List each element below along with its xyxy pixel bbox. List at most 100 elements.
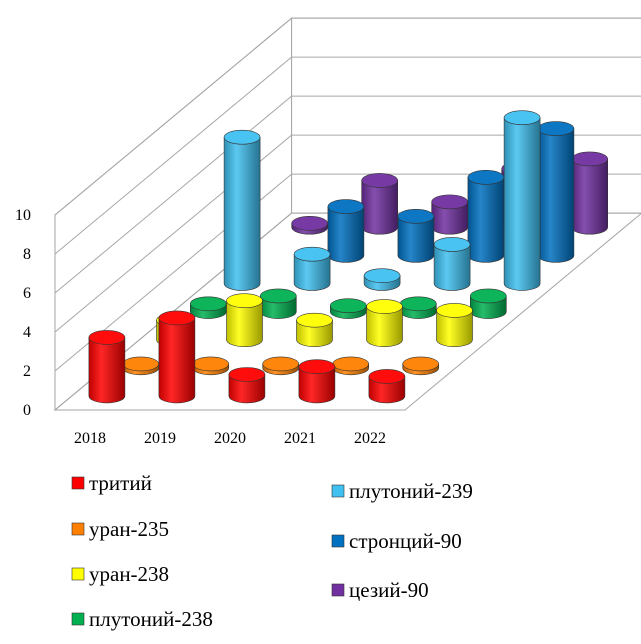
cylinder-bar bbox=[332, 356, 370, 376]
legend-label: плутоний-239 bbox=[349, 479, 473, 503]
legend-item: уран-235 bbox=[71, 517, 169, 541]
cylinder-bar bbox=[361, 173, 399, 235]
legend-label: тритий bbox=[89, 471, 152, 495]
legend-label: стронций-90 bbox=[349, 529, 462, 553]
legend-swatch bbox=[71, 522, 85, 536]
x-tick-label: 2020 bbox=[214, 430, 246, 447]
legend-label: плутоний-238 bbox=[89, 607, 213, 631]
cylinder-bar bbox=[397, 209, 435, 263]
cylinder-bar bbox=[366, 299, 403, 347]
y-tick-label: 2 bbox=[23, 363, 31, 380]
cylinder-body bbox=[293, 253, 331, 291]
cylinder-body bbox=[366, 306, 403, 347]
cylinder-top bbox=[293, 246, 331, 262]
cylinder-bar bbox=[293, 246, 331, 291]
cylinder-top bbox=[436, 303, 473, 318]
cylinder-bar bbox=[433, 237, 471, 291]
cylinder-body bbox=[298, 366, 336, 404]
y-axis: 0 2 4 6 8 10 bbox=[15, 17, 641, 419]
cylinder-body bbox=[327, 206, 365, 263]
cylinder-top bbox=[469, 288, 507, 304]
legend-swatch bbox=[331, 583, 345, 597]
cylinder-body bbox=[467, 177, 505, 263]
cylinder-bar bbox=[431, 194, 469, 235]
legend-item: стронций-90 bbox=[331, 529, 462, 553]
cylinder-bar bbox=[158, 310, 196, 404]
cylinder-bar bbox=[262, 356, 300, 376]
cylinder-bar bbox=[327, 199, 365, 263]
cylinder-top bbox=[88, 330, 126, 345]
cylinder-bar bbox=[291, 216, 329, 235]
cylinder-top bbox=[402, 356, 440, 372]
legend-label: уран-238 bbox=[89, 562, 169, 586]
cylinder-body bbox=[571, 158, 608, 235]
cylinder-top bbox=[361, 173, 399, 188]
legend-item: плутоний-238 bbox=[71, 607, 213, 631]
cylinder-bar bbox=[228, 367, 266, 404]
legend-label: уран-235 bbox=[89, 517, 169, 541]
cylinder-bar bbox=[537, 121, 575, 263]
cylinder-top bbox=[571, 151, 609, 167]
cylinder-top bbox=[291, 216, 329, 231]
cylinder-top bbox=[537, 121, 575, 136]
cylinder-body bbox=[361, 180, 398, 235]
cylinder-bar bbox=[399, 296, 437, 319]
cylinder-body bbox=[433, 244, 471, 291]
cylinder-bar bbox=[190, 296, 227, 319]
cylinder-top bbox=[298, 359, 336, 374]
legend-item: цезий-90 bbox=[331, 578, 429, 602]
cylinder-bar bbox=[363, 268, 401, 291]
cylinder-body bbox=[368, 376, 406, 404]
cylinder-bar bbox=[223, 129, 261, 291]
cylinder-body bbox=[158, 317, 196, 404]
cylinder-top bbox=[226, 293, 263, 309]
cylinder-top bbox=[332, 356, 370, 372]
cylinder-bar bbox=[469, 288, 507, 319]
cylinder-top bbox=[228, 367, 266, 382]
cylinder-top bbox=[296, 312, 333, 328]
cylinder-bar bbox=[122, 356, 159, 376]
cylinder-top bbox=[363, 268, 401, 283]
cylinder-body bbox=[223, 136, 261, 291]
cylinder-bar bbox=[503, 110, 541, 291]
cylinder-body bbox=[296, 319, 333, 347]
cylinder-body bbox=[228, 374, 266, 404]
legend-label: цезий-90 bbox=[349, 578, 429, 602]
legend-item: тритий bbox=[71, 471, 152, 495]
legend-swatch bbox=[71, 612, 85, 626]
cylinder-body bbox=[436, 310, 473, 347]
x-tick-label: 2019 bbox=[144, 430, 176, 447]
cylinder-bar bbox=[368, 369, 406, 404]
cylinder-top bbox=[122, 356, 159, 372]
legend: тритий уран-235 уран-238 плутоний-238 плутон… bbox=[71, 471, 473, 631]
cylinder-top bbox=[259, 288, 297, 304]
cylinder-top bbox=[329, 298, 367, 314]
cylinder-bar bbox=[571, 151, 609, 235]
cylinder-body bbox=[88, 337, 126, 404]
cylinder-body bbox=[503, 117, 541, 291]
x-axis: 2018 2019 2020 2021 2022 bbox=[74, 430, 386, 447]
data-cylinders bbox=[88, 110, 609, 404]
cylinder-top bbox=[158, 310, 196, 326]
legend-item: плутоний-239 bbox=[331, 479, 473, 503]
legend-swatch bbox=[331, 534, 345, 548]
cylinder-bar bbox=[259, 288, 297, 319]
gridline bbox=[54, 17, 641, 216]
cylinder-bar bbox=[192, 356, 229, 376]
cylinder-bar bbox=[436, 303, 473, 347]
x-tick-label: 2022 bbox=[354, 430, 386, 447]
cylinder-top bbox=[262, 356, 300, 372]
cylinder-bar bbox=[226, 293, 263, 347]
cylinder-body bbox=[537, 128, 575, 263]
cylinder-bar bbox=[329, 298, 367, 319]
x-tick-label: 2021 bbox=[284, 430, 316, 447]
cylinder-top bbox=[192, 356, 229, 372]
cylinder-bar bbox=[467, 170, 505, 263]
cylinder-top bbox=[368, 369, 406, 384]
legend-swatch bbox=[71, 567, 85, 581]
cylinder-top bbox=[397, 209, 435, 224]
gridline bbox=[54, 56, 641, 255]
y-tick-label: 0 bbox=[23, 402, 31, 419]
cylinder-top bbox=[431, 194, 469, 210]
